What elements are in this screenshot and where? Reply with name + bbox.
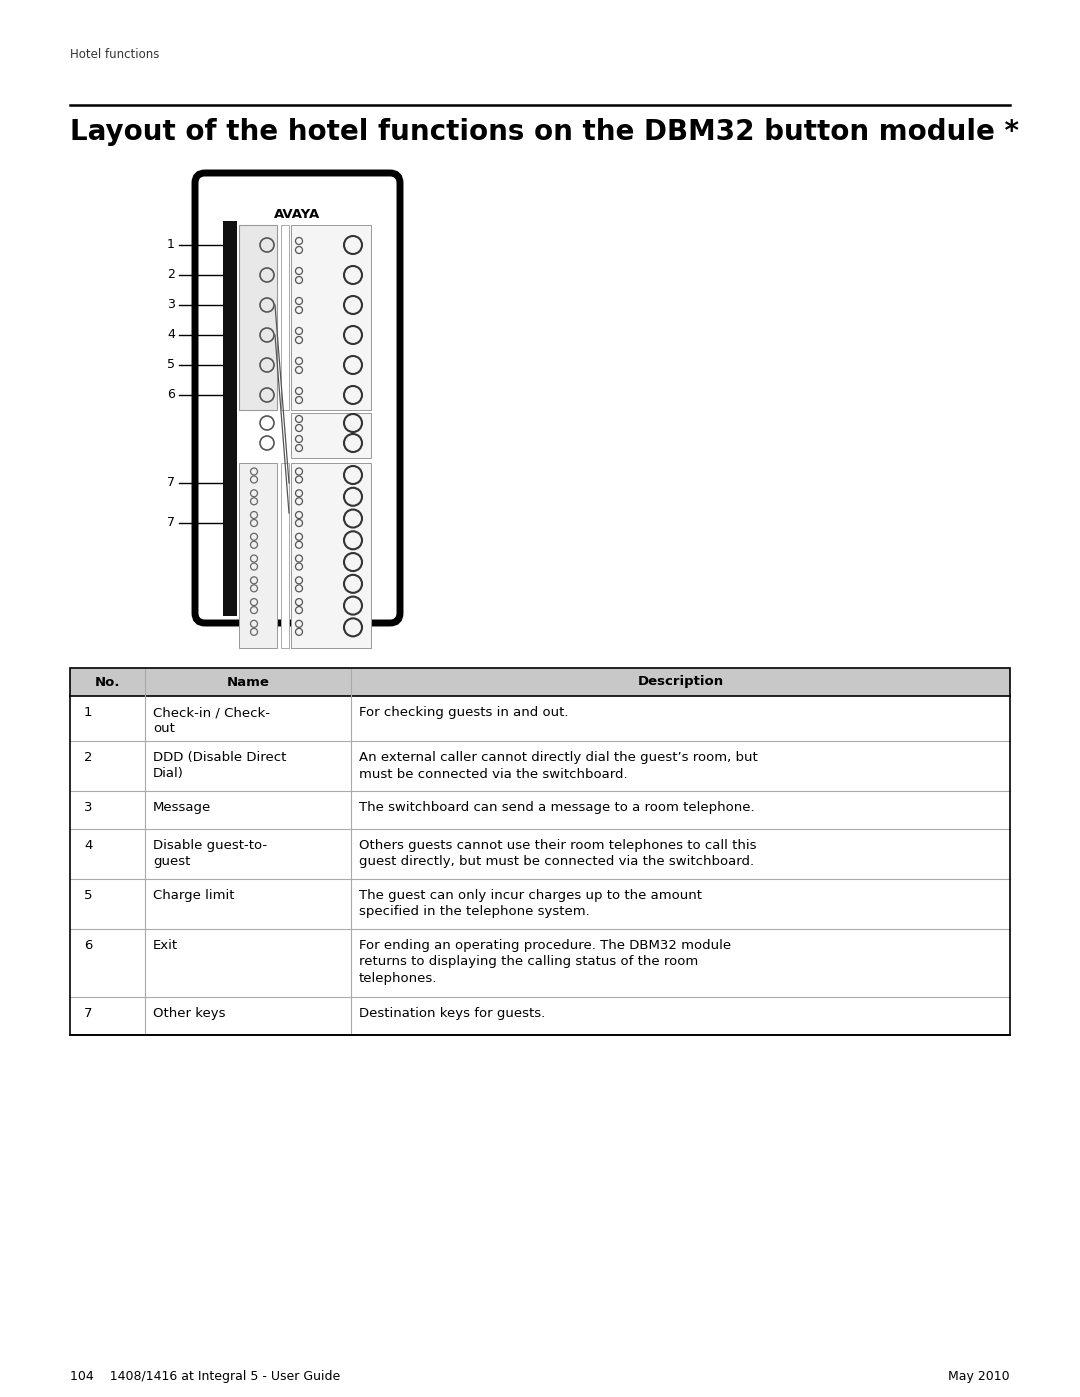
Text: For ending an operating procedure. The DBM32 module
returns to displaying the ca: For ending an operating procedure. The D…	[359, 939, 731, 985]
Text: 3: 3	[84, 800, 93, 814]
Text: Layout of the hotel functions on the DBM32 button module *: Layout of the hotel functions on the DBM…	[70, 117, 1020, 147]
Text: Exit: Exit	[153, 939, 178, 951]
Text: 104    1408/1416 at Integral 5 - User Guide: 104 1408/1416 at Integral 5 - User Guide	[70, 1370, 340, 1383]
Text: DDD (Disable Direct
Dial): DDD (Disable Direct Dial)	[153, 752, 286, 781]
Text: Others guests cannot use their room telephones to call this
guest directly, but : Others guests cannot use their room tele…	[359, 840, 756, 869]
Text: 2: 2	[167, 268, 175, 282]
Text: Message: Message	[153, 800, 212, 814]
Bar	[239, 225, 276, 409]
FancyBboxPatch shape	[195, 173, 400, 623]
Bar	[281, 225, 289, 409]
Text: 7: 7	[167, 517, 175, 529]
Text: Disable guest-to-
guest: Disable guest-to- guest	[153, 840, 267, 869]
Text: Charge limit: Charge limit	[153, 888, 234, 902]
Text: 7: 7	[84, 1007, 93, 1020]
Text: May 2010: May 2010	[948, 1370, 1010, 1383]
Text: Destination keys for guests.: Destination keys for guests.	[359, 1007, 545, 1020]
Bar	[222, 221, 237, 616]
Bar	[239, 462, 276, 648]
Text: 4: 4	[167, 328, 175, 341]
Text: Check-in / Check-
out: Check-in / Check- out	[153, 705, 270, 735]
Text: 5: 5	[167, 359, 175, 372]
Text: AVAYA: AVAYA	[274, 208, 321, 221]
Bar	[291, 225, 372, 409]
Text: 3: 3	[167, 299, 175, 312]
Bar	[70, 668, 1010, 1035]
Text: Name: Name	[227, 676, 269, 689]
Text: 2: 2	[84, 752, 93, 764]
Text: An external caller cannot directly dial the guest’s room, but
must be connected : An external caller cannot directly dial …	[359, 752, 758, 781]
Bar	[291, 414, 372, 458]
Text: No.: No.	[95, 676, 120, 689]
Text: The guest can only incur charges up to the amount
specified in the telephone sys: The guest can only incur charges up to t…	[359, 888, 702, 918]
Text: For checking guests in and out.: For checking guests in and out.	[359, 705, 568, 719]
Text: 6: 6	[167, 388, 175, 401]
Text: 7: 7	[167, 476, 175, 489]
Text: 5: 5	[84, 888, 93, 902]
Text: 1: 1	[167, 239, 175, 251]
Bar	[291, 462, 372, 648]
Text: 1: 1	[84, 705, 93, 719]
Bar	[70, 668, 1010, 696]
Text: The switchboard can send a message to a room telephone.: The switchboard can send a message to a …	[359, 800, 755, 814]
Text: Hotel functions: Hotel functions	[70, 47, 160, 61]
Text: Other keys: Other keys	[153, 1007, 226, 1020]
Bar	[281, 462, 289, 648]
Text: 4: 4	[84, 840, 93, 852]
Text: 6: 6	[84, 939, 93, 951]
Text: Description: Description	[637, 676, 724, 689]
